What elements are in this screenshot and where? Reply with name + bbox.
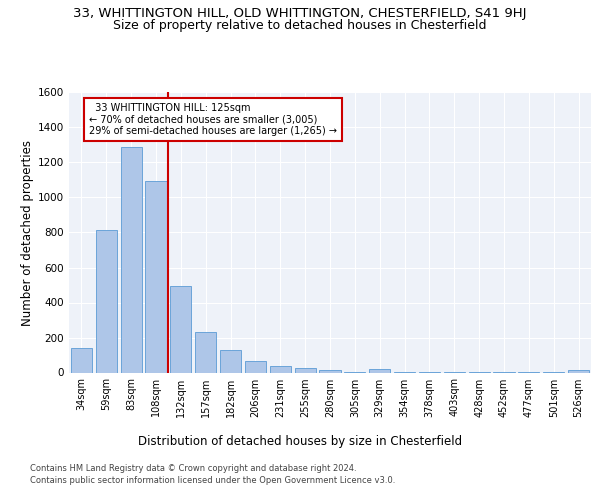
Text: 33 WHITTINGTON HILL: 125sqm
← 70% of detached houses are smaller (3,005)
29% of : 33 WHITTINGTON HILL: 125sqm ← 70% of det…: [89, 103, 337, 136]
Bar: [319, 370, 341, 372]
Bar: [96, 230, 117, 372]
Bar: [568, 370, 589, 372]
Text: Distribution of detached houses by size in Chesterfield: Distribution of detached houses by size …: [138, 435, 462, 448]
Bar: [295, 368, 316, 372]
Bar: [195, 332, 216, 372]
Bar: [369, 370, 390, 372]
Bar: [220, 350, 241, 372]
Y-axis label: Number of detached properties: Number of detached properties: [21, 140, 34, 326]
Text: 33, WHITTINGTON HILL, OLD WHITTINGTON, CHESTERFIELD, S41 9HJ: 33, WHITTINGTON HILL, OLD WHITTINGTON, C…: [73, 8, 527, 20]
Bar: [71, 348, 92, 372]
Bar: [270, 366, 291, 372]
Bar: [145, 181, 167, 372]
Bar: [245, 360, 266, 372]
Text: Contains HM Land Registry data © Crown copyright and database right 2024.: Contains HM Land Registry data © Crown c…: [30, 464, 356, 473]
Bar: [121, 146, 142, 372]
Text: Size of property relative to detached houses in Chesterfield: Size of property relative to detached ho…: [113, 19, 487, 32]
Text: Contains public sector information licensed under the Open Government Licence v3: Contains public sector information licen…: [30, 476, 395, 485]
Bar: [170, 286, 191, 372]
